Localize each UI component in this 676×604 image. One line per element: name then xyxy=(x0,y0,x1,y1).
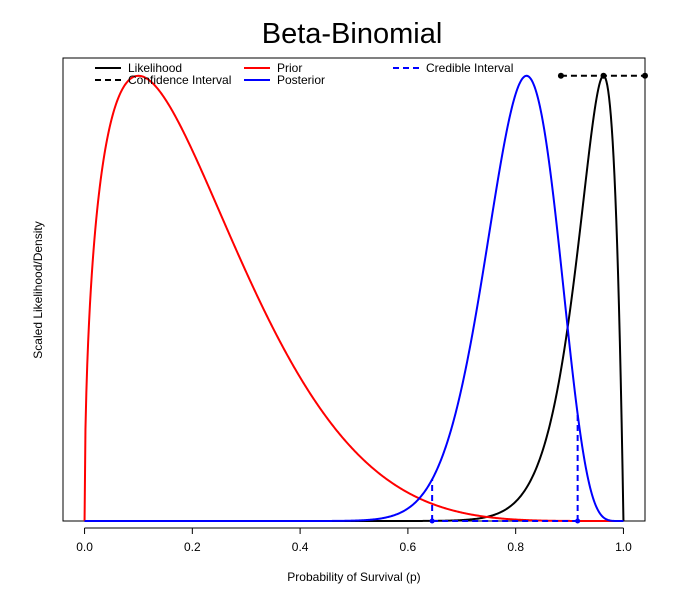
confidence-interval-upper-point xyxy=(642,72,648,79)
confidence-interval-estimate-point xyxy=(600,72,607,79)
curve-likelihood xyxy=(84,74,625,522)
intervals xyxy=(429,72,648,524)
x-tick-label: 0.4 xyxy=(292,540,309,554)
legend: Likelihood Confidence Interval Prior Pos… xyxy=(95,61,513,87)
x-tick-label: 0.6 xyxy=(400,540,417,554)
chart-title: Beta-Binomial xyxy=(262,18,443,50)
x-tick-label: 0.2 xyxy=(184,540,201,554)
legend-likelihood-label: Likelihood xyxy=(128,61,182,75)
legend-posterior-label: Posterior xyxy=(277,73,325,87)
legend-credible-interval-label: Credible Interval xyxy=(426,61,513,75)
legend-confidence-interval-label: Confidence Interval xyxy=(128,73,231,87)
curve-prior xyxy=(83,74,624,522)
legend-prior-label: Prior xyxy=(277,61,302,75)
credible-interval-upper-point xyxy=(575,518,581,524)
curve-posterior xyxy=(84,74,624,522)
y-axis-label: Scaled Likelihood/Density xyxy=(31,221,45,358)
credible-interval-lower-point xyxy=(429,518,435,524)
confidence-interval-lower-point xyxy=(557,72,564,79)
x-axis: 0.0 0.2 0.4 0.6 0.8 1.0 xyxy=(76,527,632,554)
x-axis-label: Probability of Survival (p) xyxy=(287,570,420,584)
curves xyxy=(83,74,625,522)
x-tick-label: 0.0 xyxy=(76,540,93,554)
x-tick-label: 1.0 xyxy=(615,540,632,554)
x-tick-label: 0.8 xyxy=(507,540,524,554)
